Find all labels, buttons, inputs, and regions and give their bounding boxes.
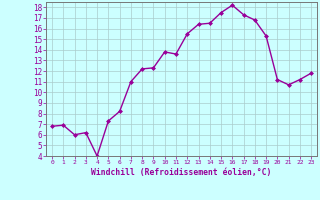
- X-axis label: Windchill (Refroidissement éolien,°C): Windchill (Refroidissement éolien,°C): [92, 168, 272, 177]
